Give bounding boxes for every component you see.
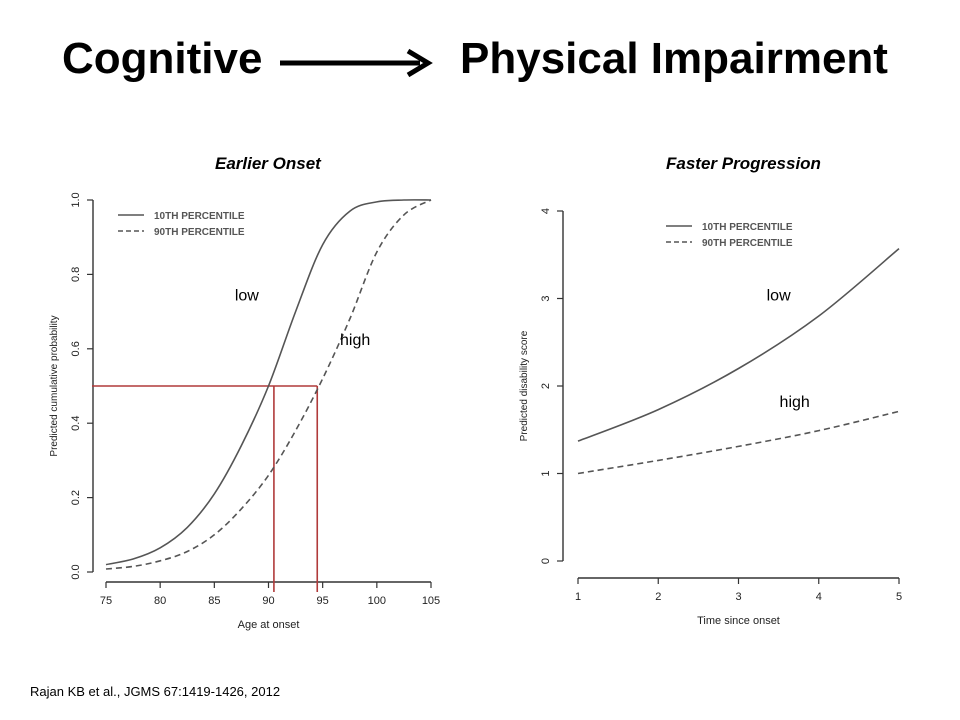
series-line-10th-percentile (105, 199, 432, 566)
series-line-90th-percentile (577, 410, 900, 475)
y-tick-label: 0.2 (70, 490, 82, 505)
y-tick-label: 0.8 (70, 267, 82, 282)
x-tick-label: 85 (208, 595, 220, 607)
y-tick-label: 0.6 (70, 341, 82, 356)
y-tick-label: 0.0 (70, 564, 82, 579)
x-tick-label: 105 (422, 595, 440, 607)
x-axis-label: Time since onset (697, 615, 780, 627)
x-tick-label: 90 (262, 595, 274, 607)
title-cognitive: Cognitive (62, 34, 263, 83)
y-axis-label: Predicted disability score (519, 330, 530, 441)
annotation-high: high (780, 394, 810, 411)
y-tick-label: 0 (540, 558, 552, 564)
legend-label: 10TH PERCENTILE (702, 222, 793, 233)
series-line-90th-percentile (105, 199, 432, 570)
right-arrow-icon (280, 48, 433, 78)
x-axis-label: Age at onset (238, 619, 300, 631)
slide-title: Cognitive Physical Impairment (0, 34, 960, 104)
annotation-high: high (340, 332, 370, 349)
annotation-low: low (235, 287, 259, 304)
x-tick-label: 1 (575, 591, 581, 603)
x-tick-label: 2 (655, 591, 661, 603)
y-axis-label: Predicted cumulative probability (49, 315, 60, 456)
title-physical-impairment: Physical Impairment (460, 34, 888, 83)
legend-label: 10TH PERCENTILE (154, 211, 245, 222)
x-tick-label: 95 (317, 595, 329, 607)
x-tick-label: 5 (896, 591, 902, 603)
citation: Rajan KB et al., JGMS 67:1419-1426, 2012 (30, 684, 281, 699)
right-chart-title: Faster Progression (666, 154, 821, 173)
series-line-10th-percentile (577, 247, 900, 442)
y-tick-label: 3 (540, 295, 552, 301)
y-tick-label: 2 (540, 383, 552, 389)
x-tick-label: 3 (735, 591, 741, 603)
y-tick-label: 1.0 (70, 192, 82, 207)
x-tick-label: 80 (154, 595, 166, 607)
annotation-low: low (767, 287, 791, 304)
left-chart-title: Earlier Onset (215, 154, 321, 173)
x-tick-label: 4 (816, 591, 822, 603)
legend-label: 90TH PERCENTILE (154, 227, 245, 238)
legend-label: 90TH PERCENTILE (702, 238, 793, 249)
y-tick-label: 0.4 (70, 416, 82, 431)
x-tick-label: 75 (100, 595, 112, 607)
x-tick-label: 100 (368, 595, 386, 607)
y-tick-label: 4 (540, 208, 552, 214)
y-tick-label: 1 (540, 470, 552, 476)
